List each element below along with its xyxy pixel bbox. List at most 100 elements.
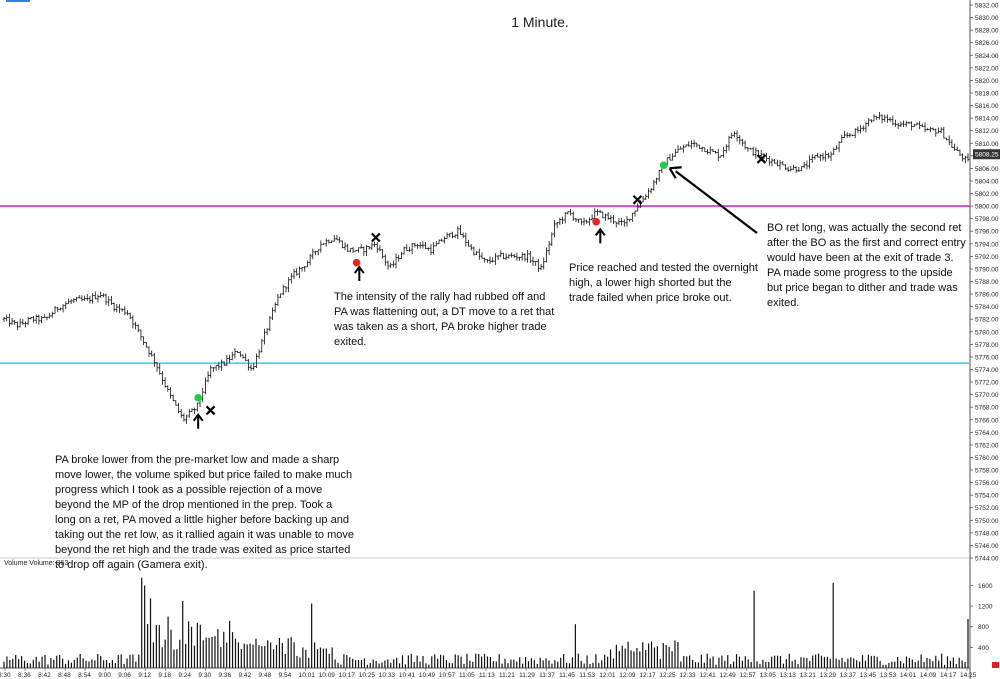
time-tick-label: 14:01 xyxy=(900,672,917,679)
volume-bar xyxy=(249,643,251,668)
price-tick-label: 5804.00 xyxy=(975,178,999,185)
volume-bar xyxy=(401,655,404,668)
volume-bar xyxy=(829,658,831,668)
volume-bar xyxy=(334,659,336,668)
volume-bar xyxy=(460,656,462,668)
price-tick-label: 5778.00 xyxy=(975,342,999,349)
volume-bar xyxy=(577,653,579,668)
volume-bar xyxy=(220,647,222,668)
time-tick-label: 14:25 xyxy=(960,672,977,679)
price-tick-label: 5830.00 xyxy=(975,15,999,22)
volume-bar xyxy=(932,661,934,668)
volume-bar xyxy=(94,660,96,668)
volume-bar xyxy=(826,656,828,668)
time-tick-label: 9:54 xyxy=(279,672,292,679)
volume-bar xyxy=(750,661,752,668)
volume-bar xyxy=(727,655,729,668)
volume-bar xyxy=(779,656,782,668)
volume-bar xyxy=(305,649,307,668)
volume-bar xyxy=(841,657,843,668)
volume-bar xyxy=(519,657,521,668)
time-tick-label: 10:09 xyxy=(319,672,336,679)
volume-bar xyxy=(167,616,169,668)
volume-bar xyxy=(193,645,196,668)
volume-bar xyxy=(870,655,872,668)
volume-bar xyxy=(182,600,184,668)
volume-bar xyxy=(539,657,541,668)
volume-bar xyxy=(231,632,234,668)
price-tick-label: 5798.00 xyxy=(975,216,999,223)
price-tick-label: 5780.00 xyxy=(975,329,999,336)
volume-bar xyxy=(897,657,899,668)
time-tick-label: 9:48 xyxy=(259,672,272,679)
volume-bar xyxy=(735,654,738,668)
volume-bar xyxy=(563,653,565,668)
volume-bar xyxy=(935,655,937,668)
volume-bar xyxy=(170,629,172,668)
price-tick-label: 5756.00 xyxy=(975,480,999,487)
volume-bar xyxy=(908,658,910,668)
volume-bar xyxy=(149,598,152,668)
volume-bar xyxy=(560,657,562,668)
volume-bar xyxy=(422,656,424,668)
volume-bar xyxy=(135,661,137,668)
volume-bar xyxy=(501,663,503,668)
volume-bar xyxy=(694,662,697,668)
volume-bar xyxy=(187,621,190,668)
volume-bar xyxy=(352,658,354,668)
entry-arrow-2 xyxy=(354,265,365,282)
volume-bar xyxy=(712,656,714,668)
volume-bars xyxy=(3,577,999,668)
volume-bar xyxy=(105,659,108,668)
volume-bar xyxy=(434,654,436,668)
time-tick-label: 12:09 xyxy=(619,672,636,679)
volume-bar xyxy=(812,655,814,668)
volume-bar xyxy=(545,658,547,668)
volume-bar xyxy=(53,659,55,668)
volume-bar xyxy=(946,656,949,668)
volume-bar xyxy=(800,657,802,668)
volume-bar xyxy=(806,658,808,668)
volume-label: Volume Volume: 363 xyxy=(4,560,69,567)
volume-bar xyxy=(217,629,219,668)
volume-bar xyxy=(26,662,29,668)
volume-bar xyxy=(724,660,726,668)
volume-bar xyxy=(85,660,87,668)
volume-bar xyxy=(240,648,242,668)
time-tick-label: 10:25 xyxy=(359,672,376,679)
time-tick-label: 8:36 xyxy=(18,672,31,679)
time-tick-label: 11:45 xyxy=(559,672,575,679)
volume-bar xyxy=(363,658,366,668)
volume-bar xyxy=(817,653,820,668)
level-lines xyxy=(0,205,970,364)
time-tick-label: 13:21 xyxy=(800,672,817,679)
volume-bar xyxy=(542,660,544,668)
volume-bar xyxy=(185,643,187,668)
volume-bar xyxy=(431,656,433,668)
volume-bar xyxy=(606,656,609,668)
time-tick-label: 13:37 xyxy=(840,672,857,679)
volume-bar xyxy=(876,656,878,668)
time-tick-label: 12:01 xyxy=(599,672,616,679)
volume-bar xyxy=(275,644,278,668)
volume-bar xyxy=(126,658,128,668)
volume-bar xyxy=(656,646,659,668)
price-tick-label: 5814.00 xyxy=(975,116,999,123)
volume-bar xyxy=(35,656,37,668)
volume-bar xyxy=(270,642,272,668)
volume-bar xyxy=(346,655,348,668)
volume-bar xyxy=(396,657,398,668)
volume-bar xyxy=(322,648,324,668)
volume-bar xyxy=(457,655,459,668)
time-tick-label: 9:36 xyxy=(218,672,231,679)
volume-bar xyxy=(390,662,392,668)
price-tick-label: 5832.00 xyxy=(975,3,999,10)
volume-bar xyxy=(765,661,767,668)
volume-bar xyxy=(938,660,940,668)
volume-bar xyxy=(331,647,333,668)
volume-bar xyxy=(662,643,664,668)
volume-bar xyxy=(785,659,787,668)
volume-bar xyxy=(337,662,339,668)
volume-bar xyxy=(820,655,823,668)
